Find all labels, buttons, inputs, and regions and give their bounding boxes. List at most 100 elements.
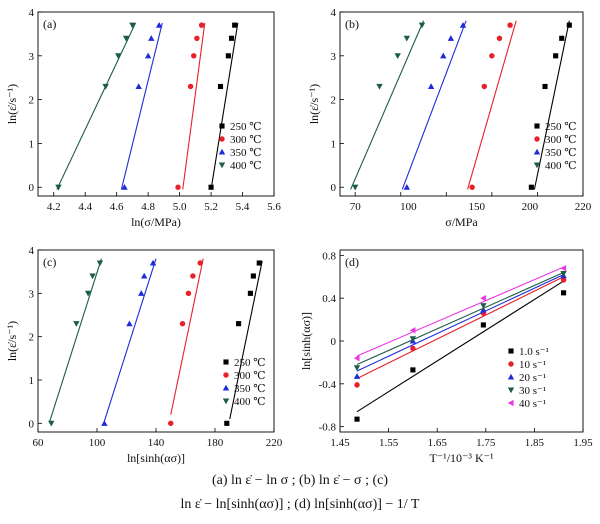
x-tick-label: 5.0 [173,201,187,213]
series-1 [354,280,567,422]
series-5 [353,265,567,362]
data-point [144,52,152,59]
y-tick-label: 4 [29,245,35,257]
legend-label: 40 s⁻¹ [519,398,546,410]
y-tick-label: 0.8 [322,250,336,262]
legend-label: 400 ℃ [545,160,577,172]
x-tick-label: 150 [468,201,485,213]
y-tick-label: 3 [29,51,35,63]
data-point [376,83,383,90]
data-point [96,260,104,267]
legend-marker [507,399,514,407]
legend-marker [219,136,225,142]
fit-line [210,22,239,190]
data-point [179,320,186,327]
x-axis-label: ln[sinh(ασ)] [127,451,185,465]
data-point [459,21,467,28]
series-1 [224,260,263,426]
fit-line [356,276,564,379]
legend-label: 20 s⁻¹ [519,372,546,384]
data-point [481,83,488,90]
x-tick-label: 100 [89,437,106,449]
y-tick-label: 4 [29,7,35,19]
legend-marker [507,387,515,394]
data-point [353,354,360,362]
series-4 [48,258,104,427]
chart-panel-1: 4.2 4.4 4.6 4.8 5.0 5.2 5.4 5.6 0 1 2 3 4 (a) ln(σ/MPa… [5,7,281,229]
x-tick-label: 1.95 [573,437,593,449]
y-tick-label: 0 [331,182,337,194]
y-tick-label: 0 [331,336,337,348]
fit-line [170,258,204,415]
fit-line [56,22,137,190]
figure-caption-line-2: ln ε̇ − ln[sinh(ασ)] ; (d) ln[sinh(ασ)] … [180,497,420,512]
data-point [129,22,136,29]
data-point [225,53,231,59]
panel-label: (c) [43,255,56,269]
data-point [403,35,411,42]
data-point [149,259,157,266]
data-point [561,290,567,296]
fit-line [356,266,564,357]
data-point [148,35,155,41]
plot-frame [37,11,275,197]
data-point [566,22,572,28]
y-tick-label: -0.4 [319,379,337,391]
legend-label: 350 ℃ [234,383,266,395]
legend-label: 1.0 s⁻¹ [519,346,549,358]
y-axis-label: ln(ε̇/s⁻¹) [307,84,321,124]
y-tick-label: 0 [29,418,35,430]
x-tick-label: 5.2 [204,201,218,213]
series-4 [55,22,137,191]
data-point [185,290,192,297]
series-1 [528,20,572,190]
y-tick-label: 1 [331,138,337,150]
x-tick-label: 220 [575,201,592,213]
y-tick-label: 2 [29,332,35,344]
data-point [232,22,238,28]
fit-line [533,20,570,190]
data-point [135,83,142,90]
legend-label: 300 ℃ [545,134,577,146]
data-point [410,345,416,352]
legend-label: 400 ℃ [230,160,262,172]
data-point [480,322,486,328]
data-point [122,35,130,42]
x-tick-label: 5.6 [267,201,281,213]
fit-line [401,20,467,190]
legend-marker [223,359,229,365]
data-point [528,184,534,190]
fit-line [229,260,263,420]
y-tick-label: 1 [29,375,35,387]
x-tick-label: 4.8 [141,201,155,213]
data-point [542,83,548,90]
data-point [141,272,148,279]
data-point [507,22,513,28]
data-point [102,83,109,90]
data-point [353,365,361,371]
fit-line [103,258,157,422]
data-point [447,35,455,41]
data-point [353,373,361,379]
data-point [560,270,567,277]
x-tick-label: 180 [207,437,224,449]
data-point [217,83,224,90]
series-3 [120,21,163,190]
data-point [480,306,487,313]
fit-line [356,280,564,413]
legend-marker [507,373,515,380]
legend-label: 250 ℃ [234,357,266,369]
data-point [89,273,96,280]
data-point [403,184,411,190]
x-tick-label: 4.2 [47,201,61,213]
fit-line [350,20,425,190]
series-4 [353,270,567,371]
data-point [197,260,203,266]
legend-marker [222,398,230,405]
series-4 [350,20,426,191]
legend-label: 300 ℃ [230,134,262,146]
data-point [224,420,230,426]
data-point [553,53,559,59]
data-point [394,53,401,60]
